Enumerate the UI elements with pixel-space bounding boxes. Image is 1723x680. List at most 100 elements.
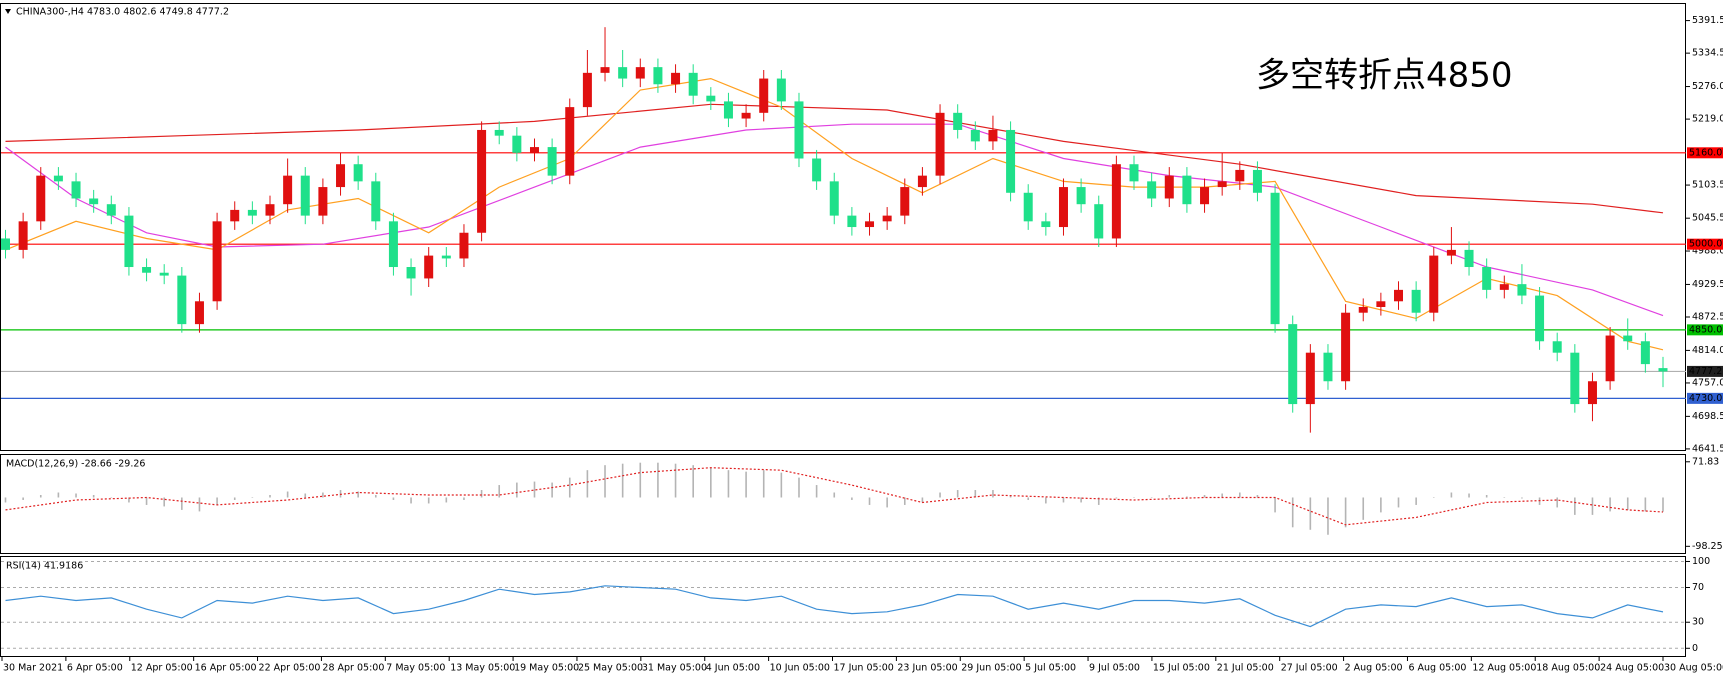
macd-bar (4, 497, 7, 503)
candle-body (1288, 324, 1298, 405)
rsi-line (5, 585, 1664, 628)
level-label-box (1687, 365, 1723, 377)
level-label-box (1687, 238, 1723, 250)
macd-bar (1556, 497, 1559, 508)
candle-body (1341, 312, 1351, 382)
macd-bar (1097, 497, 1100, 505)
macd-bar (1503, 497, 1506, 498)
candle-body (494, 129, 504, 136)
macd-bar (551, 482, 553, 498)
candle-body (706, 95, 716, 102)
x-tick-label: 5 Jul 05:00 (1025, 663, 1076, 674)
candle-body (1358, 306, 1368, 313)
x-tick-label: 30 Aug 05:00 (1664, 663, 1723, 674)
candle-body (124, 215, 134, 268)
menu-arrow (5, 9, 11, 14)
macd-bar (357, 491, 359, 498)
macd-bar (392, 497, 395, 500)
candle-body (953, 112, 963, 130)
macd-bar (974, 490, 977, 498)
y-tick-label: 4757.0 (1692, 377, 1723, 388)
candle-body (882, 215, 892, 222)
y-tick-label: 100 (1692, 556, 1710, 567)
candle-body (106, 204, 116, 216)
candle-body (159, 272, 169, 276)
macd-bar (1397, 497, 1400, 508)
macd-bar (304, 493, 307, 498)
candle-body (741, 112, 751, 119)
macd-bar (1574, 497, 1576, 515)
x-tick-label: 15 Jul 05:00 (1153, 663, 1210, 674)
macd-bar (992, 490, 994, 498)
candle-body (600, 67, 610, 73)
macd-bar (1415, 497, 1417, 505)
macd-bar (692, 465, 694, 498)
x-tick-label: 6 Apr 05:00 (67, 663, 123, 674)
macd-bar (286, 491, 289, 498)
macd-bar (1432, 497, 1435, 498)
macd-bar (639, 462, 642, 498)
macd-bar (498, 485, 501, 498)
candle-body (900, 187, 910, 216)
signal-line (5, 467, 1664, 526)
y-tick-label: 5276.0 (1692, 81, 1723, 92)
y-tick-label: 5045.5 (1692, 213, 1723, 224)
x-tick-label: 22 Apr 05:00 (259, 663, 321, 674)
macd-bar (1644, 497, 1647, 512)
macd-bar (745, 471, 747, 498)
y-tick-label: 4872.5 (1692, 311, 1723, 322)
macd-bar (1591, 497, 1594, 515)
candle-body (300, 175, 310, 216)
macd-bar (1009, 495, 1012, 498)
x-tick-label: 25 May 05:00 (578, 663, 643, 674)
candle-body (424, 255, 434, 279)
macd-bar (1239, 492, 1241, 498)
candle-body (247, 209, 257, 216)
macd-bar (1062, 497, 1065, 503)
macd-bar (1168, 495, 1171, 498)
macd-bar (110, 497, 113, 498)
candle-body (318, 187, 328, 216)
level-label: 4850.0 (1689, 324, 1722, 335)
macd-bar (427, 497, 430, 504)
y-tick-label: 5391.5 (1692, 15, 1723, 26)
candle-body (635, 67, 645, 79)
x-tick-label: 7 May 05:00 (386, 663, 445, 674)
candle-body (459, 232, 469, 259)
y-tick-label: 30 (1692, 617, 1704, 628)
macd-bar (198, 497, 201, 512)
x-tick-label: 18 Aug 05:00 (1536, 663, 1600, 674)
y-tick-label: 4814.0 (1692, 345, 1723, 356)
macd-bar (674, 463, 677, 498)
macd-bar (903, 497, 906, 505)
macd-bar (868, 497, 871, 505)
y-tick-label: -98.25 (1692, 541, 1723, 552)
macd-bar (339, 490, 342, 498)
candle-body (371, 181, 381, 222)
macd-bar (604, 465, 606, 498)
candle-body (1006, 129, 1016, 193)
macd-bar (780, 472, 783, 498)
macd-bar (1362, 497, 1365, 520)
macd-bar (1186, 496, 1188, 498)
macd-bar (216, 497, 218, 505)
macd-bar (1203, 495, 1206, 498)
macd-bar (374, 495, 377, 498)
candle-body (865, 221, 875, 228)
y-tick-label: 5334.5 (1692, 48, 1723, 59)
x-tick-label: 2 Aug 05:00 (1345, 663, 1403, 674)
macd-bar (445, 497, 448, 503)
candle-body (1640, 341, 1650, 365)
macd-bar (128, 497, 130, 503)
candle-body (582, 72, 592, 108)
macd-bar (956, 490, 959, 498)
candle-body (688, 72, 698, 96)
candle-body (1517, 284, 1527, 296)
candle-body (1076, 187, 1086, 205)
macd-bar (1080, 497, 1082, 503)
macd-bar (1309, 497, 1312, 530)
macd-bar (1468, 493, 1470, 498)
macd-bar (533, 481, 536, 498)
candle-body (1482, 267, 1492, 290)
